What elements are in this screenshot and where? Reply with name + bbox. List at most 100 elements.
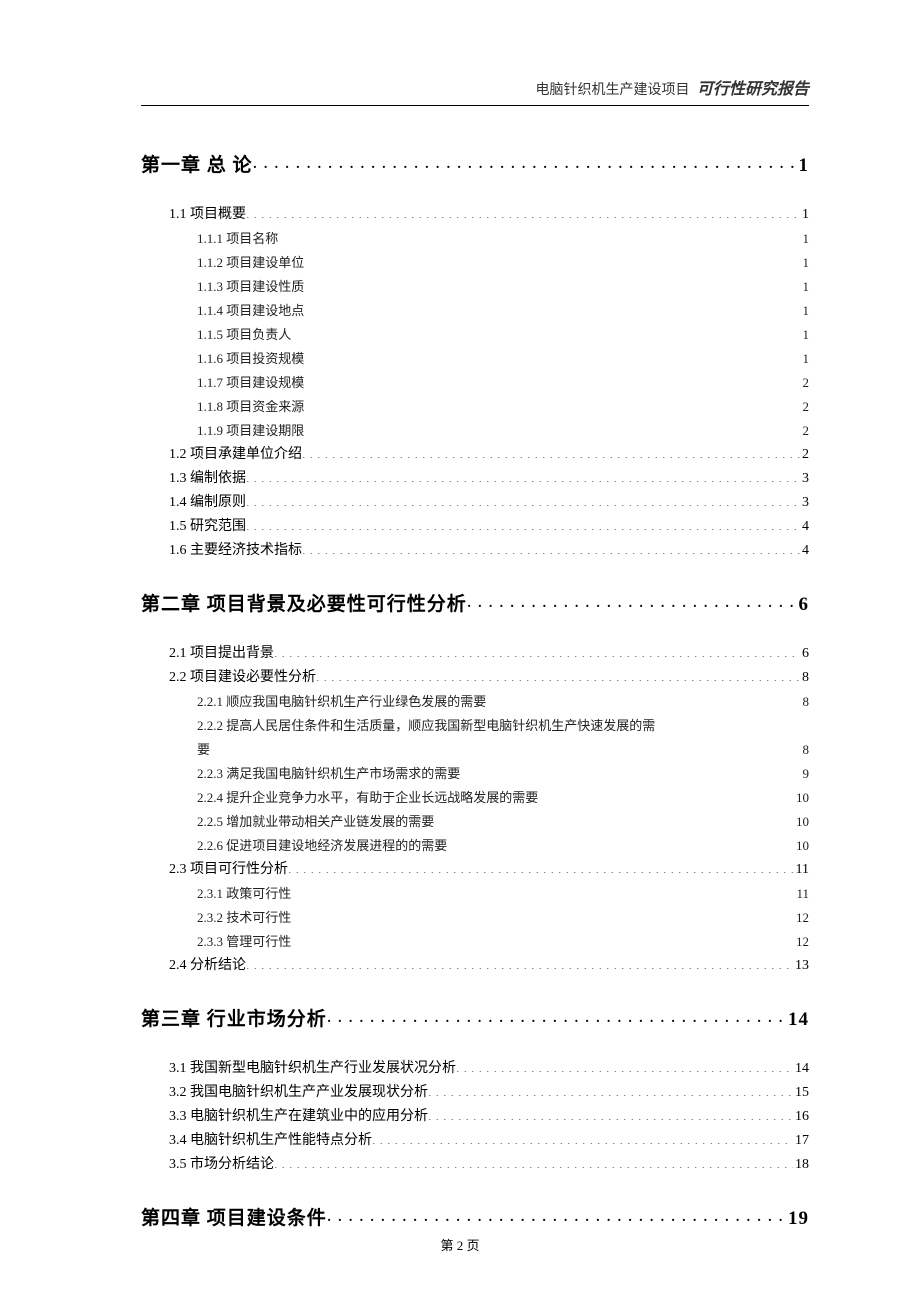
toc-leader-dots bbox=[304, 350, 800, 363]
toc-label: 1.6 主要经济技术指标 bbox=[169, 539, 302, 563]
toc-page-number: 4 bbox=[800, 515, 809, 539]
toc-leader-dots bbox=[274, 643, 800, 657]
toc-leader-dots bbox=[486, 693, 800, 706]
toc-leader-dots bbox=[428, 1082, 793, 1096]
toc-label: 1.1.9 项目建设期限 bbox=[197, 419, 304, 443]
toc-label: 第一章 总 论 bbox=[141, 150, 253, 177]
toc-label: 1.5 研究范围 bbox=[169, 515, 246, 539]
toc-page-number: 1 bbox=[801, 275, 810, 299]
header-project-name: 电脑针织机生产建设项目 bbox=[535, 83, 689, 98]
toc-label: 1.2 项目承建单位介绍 bbox=[169, 443, 302, 467]
toc-entry: 2.1 项目提出背景 6 bbox=[169, 642, 809, 666]
toc-leader-dots bbox=[246, 468, 800, 482]
toc-label: 第三章 行业市场分析 bbox=[141, 1004, 327, 1031]
toc-label: 第四章 项目建设条件 bbox=[141, 1203, 327, 1230]
toc-leader-dots bbox=[304, 374, 800, 387]
toc-leader-dots bbox=[210, 741, 800, 754]
toc-entry: 2.3 项目可行性分析11 bbox=[169, 858, 809, 882]
table-of-contents: 第一章 总 论11.1 项目概要11.1.1 项目名称11.1.2 项目建设单位… bbox=[141, 150, 809, 1230]
toc-entry: 2.4 分析结论 13 bbox=[169, 954, 809, 978]
toc-leader-dots bbox=[288, 859, 794, 873]
toc-entry: 1.3 编制依据3 bbox=[169, 467, 809, 491]
toc-entry: 1.1.2 项目建设单位1 bbox=[197, 251, 809, 275]
toc-page-number: 17 bbox=[793, 1129, 809, 1153]
toc-leader-dots bbox=[428, 1106, 793, 1120]
toc-page-number: 2 bbox=[800, 443, 809, 467]
toc-entry: 2.3.1 政策可行性 11 bbox=[197, 882, 809, 906]
toc-label: 1.4 编制原则 bbox=[169, 491, 246, 515]
toc-page-number: 6 bbox=[800, 642, 809, 666]
toc-leader-dots bbox=[246, 492, 800, 506]
toc-page-number: 14 bbox=[786, 1009, 809, 1031]
toc-entry: 1.1.6 项目投资规模1 bbox=[197, 347, 809, 371]
toc-page-number: 10 bbox=[794, 786, 809, 810]
toc-leader-dots bbox=[278, 230, 800, 243]
toc-page-number: 16 bbox=[793, 1105, 809, 1129]
toc-label: 1.1.7 项目建设规模 bbox=[197, 371, 304, 395]
toc-entry: 2.2 项目建设必要性分析8 bbox=[169, 666, 809, 690]
toc-leader-dots bbox=[291, 885, 794, 898]
toc-label: 1.1 项目概要 bbox=[169, 203, 246, 227]
toc-label: 2.3.2 技术可行性 bbox=[197, 906, 291, 930]
page-number: 第 2 页 bbox=[440, 1238, 479, 1253]
toc-entry: 1.2 项目承建单位介绍 2 bbox=[169, 443, 809, 467]
toc-leader-dots bbox=[304, 254, 800, 267]
toc-leader-dots bbox=[291, 326, 800, 339]
toc-entry: 2.3.2 技术可行性12 bbox=[197, 906, 809, 930]
toc-page-number: 15 bbox=[793, 1081, 809, 1105]
toc-leader-dots bbox=[327, 1205, 786, 1224]
toc-leader-dots bbox=[434, 813, 794, 826]
toc-leader-dots bbox=[246, 955, 793, 969]
toc-leader-dots bbox=[304, 278, 800, 291]
toc-leader-dots bbox=[291, 933, 794, 946]
toc-label: 要 bbox=[197, 738, 210, 762]
toc-label: 2.1 项目提出背景 bbox=[169, 642, 274, 666]
toc-entry: 2.2.2 提高人民居住条件和生活质量，顺应我国新型电脑针织机生产快速发展的需要… bbox=[197, 714, 809, 762]
toc-page-number: 13 bbox=[793, 954, 809, 978]
toc-page-number: 2 bbox=[801, 371, 810, 395]
toc-page-number: 14 bbox=[793, 1057, 809, 1081]
toc-entry: 2.2.1 顺应我国电脑针织机生产行业绿色发展的需要8 bbox=[197, 690, 809, 714]
toc-entry: 第二章 项目背景及必要性可行性分析6 bbox=[141, 589, 809, 616]
toc-leader-dots bbox=[372, 1130, 793, 1144]
toc-label: 2.2.5 增加就业带动相关产业链发展的需要 bbox=[197, 810, 434, 834]
toc-label: 2.3.3 管理可行性 bbox=[197, 930, 291, 954]
toc-entry: 1.1.4 项目建设地点 1 bbox=[197, 299, 809, 323]
toc-page-number: 3 bbox=[800, 491, 809, 515]
toc-page-number: 11 bbox=[794, 858, 809, 882]
toc-page-number: 10 bbox=[794, 834, 809, 858]
toc-entry: 第四章 项目建设条件19 bbox=[141, 1203, 809, 1230]
toc-page-number: 3 bbox=[800, 467, 809, 491]
toc-label: 3.5 市场分析结论 bbox=[169, 1153, 274, 1177]
toc-label: 2.3.1 政策可行性 bbox=[197, 882, 291, 906]
toc-page-number: 1 bbox=[801, 251, 810, 275]
toc-leader-dots bbox=[302, 444, 800, 458]
toc-leader-dots bbox=[316, 667, 800, 681]
toc-label: 3.3 电脑针织机生产在建筑业中的应用分析 bbox=[169, 1105, 428, 1129]
toc-page-number: 2 bbox=[801, 395, 810, 419]
toc-leader-dots bbox=[253, 152, 797, 171]
toc-leader-dots bbox=[447, 837, 794, 850]
toc-entry: 第一章 总 论1 bbox=[141, 150, 809, 177]
toc-leader-dots bbox=[304, 422, 800, 435]
toc-entry: 3.4 电脑针织机生产性能特点分析 17 bbox=[169, 1129, 809, 1153]
toc-entry: 第三章 行业市场分析 14 bbox=[141, 1004, 809, 1031]
toc-entry: 1.5 研究范围 4 bbox=[169, 515, 809, 539]
toc-label: 2.2.6 促进项目建设地经济发展进程的的需要 bbox=[197, 834, 447, 858]
toc-entry: 1.1.1 项目名称1 bbox=[197, 227, 809, 251]
toc-page-number: 1 bbox=[801, 323, 810, 347]
document-page: 电脑针织机生产建设项目 可行性研究报告 第一章 总 论11.1 项目概要11.1… bbox=[0, 0, 920, 1302]
toc-entry: 1.1 项目概要1 bbox=[169, 203, 809, 227]
toc-label: 3.1 我国新型电脑针织机生产行业发展状况分析 bbox=[169, 1057, 456, 1081]
toc-label: 1.1.4 项目建设地点 bbox=[197, 299, 304, 323]
toc-page-number: 11 bbox=[794, 882, 809, 906]
toc-label: 2.2.1 顺应我国电脑针织机生产行业绿色发展的需要 bbox=[197, 690, 486, 714]
toc-page-number: 2 bbox=[801, 419, 810, 443]
toc-entry: 1.4 编制原则 3 bbox=[169, 491, 809, 515]
header-report-title: 可行性研究报告 bbox=[697, 81, 809, 98]
toc-label: 3.4 电脑针织机生产性能特点分析 bbox=[169, 1129, 372, 1153]
toc-page-number: 1 bbox=[801, 299, 810, 323]
toc-entry: 3.1 我国新型电脑针织机生产行业发展状况分析 14 bbox=[169, 1057, 809, 1081]
toc-label: 1.1.6 项目投资规模 bbox=[197, 347, 304, 371]
toc-label: 2.4 分析结论 bbox=[169, 954, 246, 978]
